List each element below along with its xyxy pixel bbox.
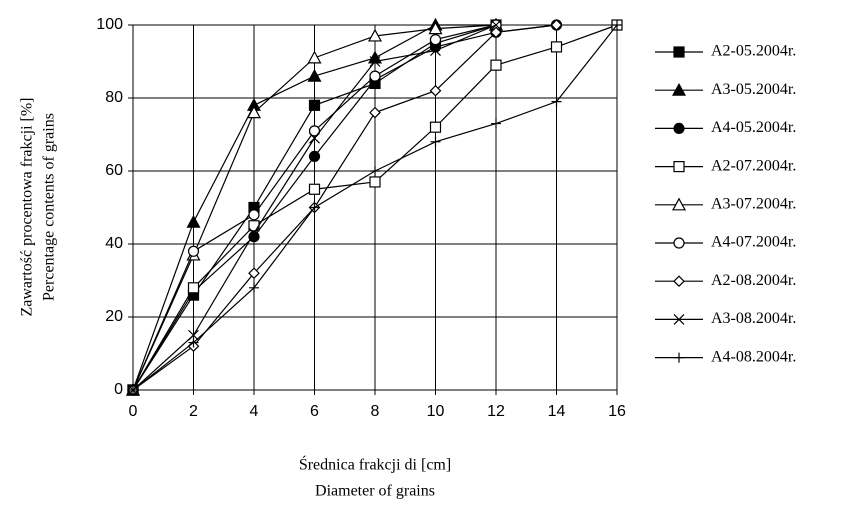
marker bbox=[612, 20, 622, 30]
marker bbox=[490, 19, 502, 31]
marker bbox=[248, 227, 260, 239]
marker bbox=[370, 166, 380, 176]
legend-label: A3-07.2004r. bbox=[711, 195, 796, 212]
marker bbox=[490, 26, 502, 39]
legend-marker bbox=[673, 237, 685, 249]
marker bbox=[308, 183, 321, 195]
y-tick-label: 0 bbox=[114, 381, 123, 398]
series-line bbox=[132, 24, 557, 391]
marker bbox=[428, 21, 443, 35]
y-tick-label: 100 bbox=[96, 16, 123, 33]
marker bbox=[369, 106, 381, 119]
marker bbox=[550, 41, 563, 53]
marker bbox=[491, 118, 501, 129]
legend-label: A2-08.2004r. bbox=[711, 272, 796, 289]
marker bbox=[248, 267, 260, 280]
marker bbox=[308, 99, 321, 111]
legend-marker bbox=[671, 197, 687, 211]
legend-marker bbox=[673, 46, 685, 58]
y-axis-label: Percentage contents of grains bbox=[41, 113, 58, 301]
x-tick-label: 6 bbox=[310, 403, 319, 420]
marker bbox=[430, 136, 441, 147]
legend-label: A2-05.2004r. bbox=[711, 43, 796, 60]
marker bbox=[248, 231, 260, 243]
legend-marker bbox=[673, 161, 685, 173]
marker bbox=[490, 59, 502, 71]
y-tick-label: 20 bbox=[105, 308, 123, 325]
marker bbox=[249, 282, 259, 293]
marker bbox=[309, 202, 320, 213]
x-tick-label: 12 bbox=[487, 403, 505, 420]
marker bbox=[308, 150, 321, 162]
marker bbox=[187, 282, 200, 294]
marker bbox=[367, 50, 383, 64]
x-tick-label: 10 bbox=[427, 403, 445, 420]
legend-marker bbox=[673, 122, 685, 134]
x-tick-label: 14 bbox=[548, 403, 566, 420]
marker bbox=[551, 96, 562, 107]
marker bbox=[186, 214, 201, 228]
marker bbox=[246, 105, 262, 119]
legend-marker bbox=[673, 275, 685, 288]
marker bbox=[307, 68, 322, 82]
marker bbox=[248, 209, 260, 221]
marker bbox=[369, 70, 381, 82]
x-tick-label: 4 bbox=[250, 403, 259, 420]
marker bbox=[187, 245, 200, 257]
marker bbox=[429, 33, 442, 46]
y-axis-label: Zawartość procentowa frakcji [%] bbox=[19, 98, 36, 317]
y-tick-label: 80 bbox=[105, 89, 123, 106]
marker bbox=[369, 56, 381, 67]
marker bbox=[429, 84, 442, 97]
legend-label: A4-05.2004r. bbox=[711, 119, 796, 136]
marker bbox=[188, 329, 199, 341]
legend-label: A4-07.2004r. bbox=[711, 234, 796, 251]
legend-marker bbox=[673, 313, 685, 325]
legend-label: A4-08.2004r. bbox=[711, 348, 796, 365]
marker bbox=[369, 176, 381, 188]
marker bbox=[367, 28, 383, 42]
x-tick-label: 0 bbox=[129, 403, 138, 420]
x-axis-label: Średnica frakcji di [cm] bbox=[299, 455, 451, 474]
marker bbox=[550, 19, 563, 31]
legend-label: A3-05.2004r. bbox=[711, 81, 796, 98]
legend-label: A3-08.2004r. bbox=[711, 310, 796, 327]
plot-border bbox=[132, 24, 618, 391]
legend-marker bbox=[674, 352, 684, 363]
x-tick-label: 8 bbox=[371, 403, 380, 420]
marker bbox=[307, 50, 322, 64]
x-axis-label: Diameter of grains bbox=[315, 483, 435, 500]
marker bbox=[128, 385, 138, 395]
y-tick-label: 40 bbox=[105, 235, 123, 252]
marker bbox=[188, 337, 199, 348]
marker bbox=[429, 121, 442, 133]
x-tick-label: 2 bbox=[189, 403, 198, 420]
legend-label: A2-07.2004r. bbox=[711, 157, 796, 174]
x-tick-label: 16 bbox=[608, 403, 626, 420]
legend-marker bbox=[671, 82, 687, 96]
marker bbox=[430, 45, 441, 56]
series-line bbox=[132, 24, 557, 391]
y-tick-label: 60 bbox=[105, 162, 123, 179]
marker bbox=[309, 132, 320, 144]
